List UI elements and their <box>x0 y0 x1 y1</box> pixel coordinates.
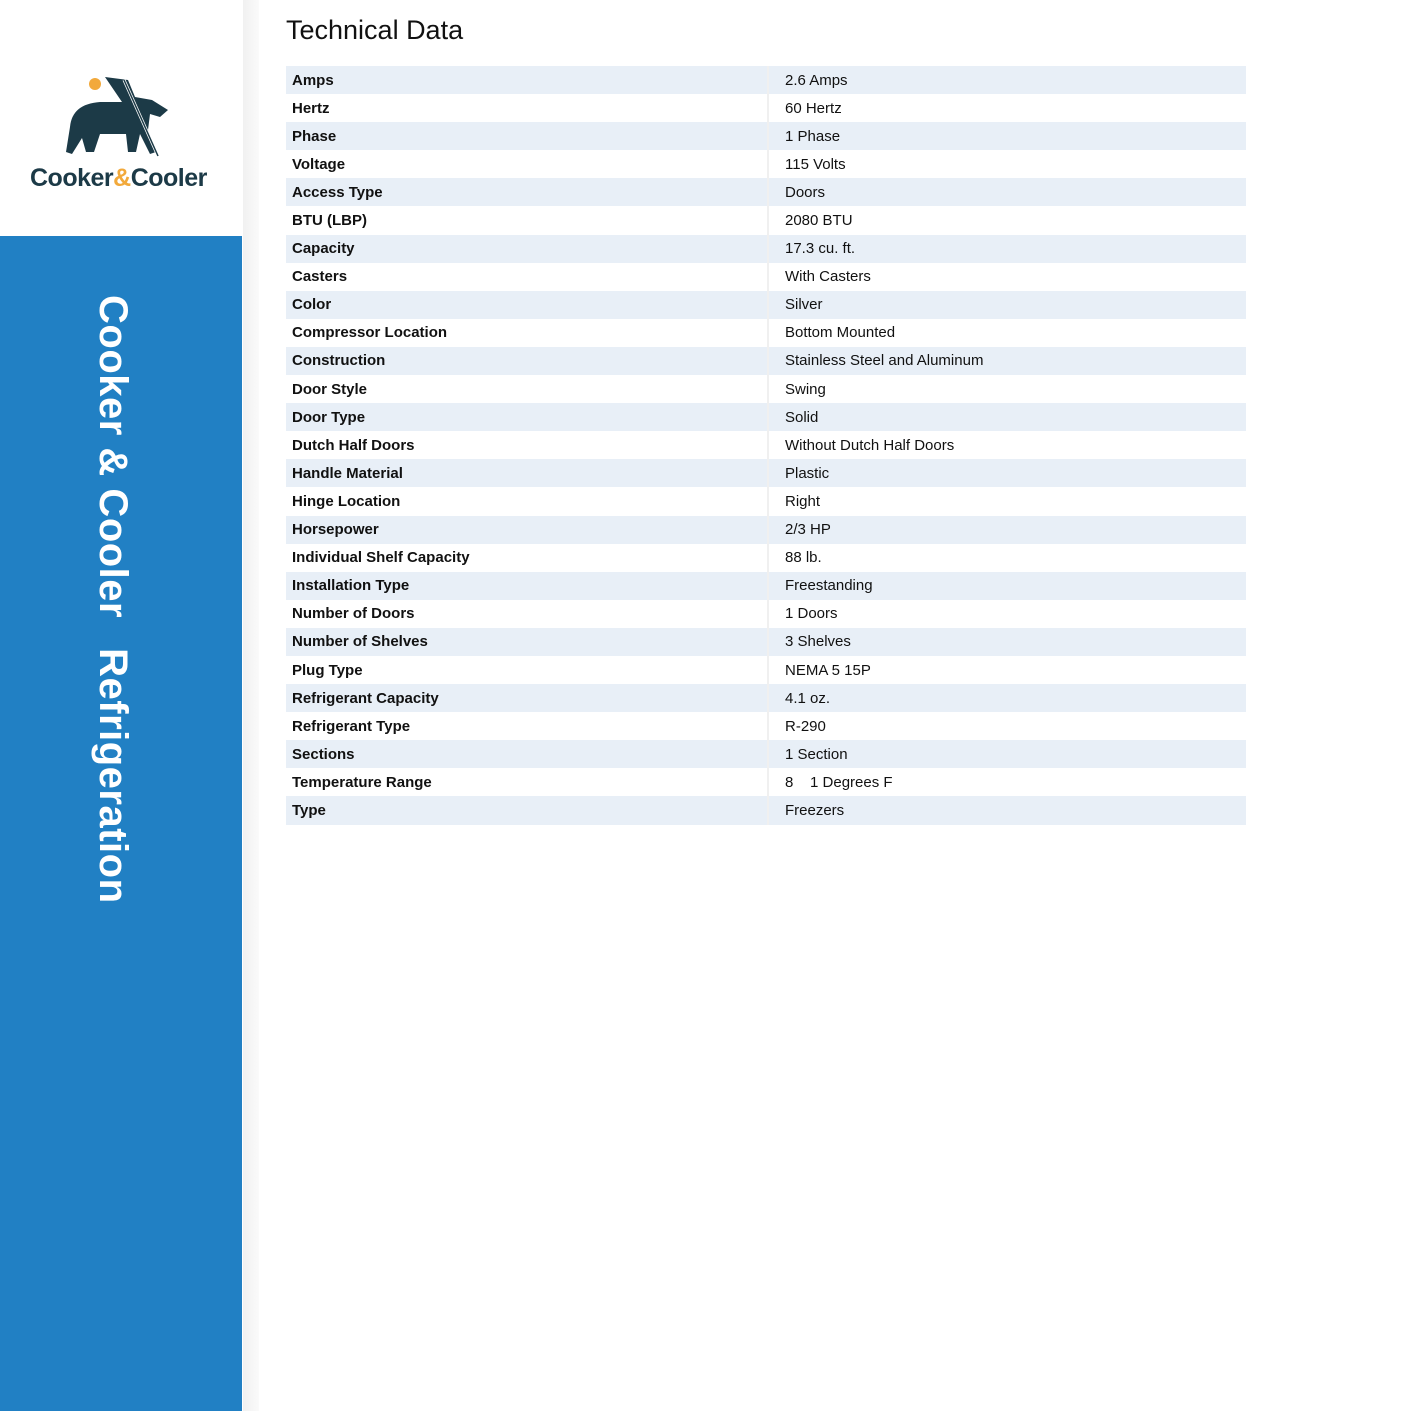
table-row: Phase 1 Phase <box>286 122 1246 151</box>
spec-label: Door Style <box>292 380 368 398</box>
spec-value: Plastic <box>767 459 1246 488</box>
spec-label: Phase <box>286 122 768 151</box>
table-row: Refrigerant Type R-290 <box>286 712 1246 741</box>
spec-value: With Casters <box>767 262 1246 291</box>
spec-label: Refrigerant Capacity <box>286 684 768 713</box>
spec-label: Plug Type <box>292 661 363 679</box>
spec-value: 2/3 HP <box>767 515 1246 544</box>
spec-label: Hertz <box>292 99 330 117</box>
spec-value: 4.1 oz. <box>767 684 1246 713</box>
brand-amp: & <box>113 164 131 192</box>
spec-label: Color <box>286 290 768 319</box>
spec-value: 2080 BTU <box>767 206 1246 235</box>
table-row: Horsepower 2/3 HP <box>286 515 1246 544</box>
table-row: Access Type Doors <box>286 178 1246 207</box>
spec-label: Compressor Location <box>292 324 448 342</box>
spec-label: Sections <box>286 740 768 769</box>
table-row: Installation Type Freestanding <box>286 571 1246 600</box>
bear-logo-icon <box>66 77 168 157</box>
spec-label: Hinge Location <box>292 492 401 510</box>
spec-label: Capacity <box>286 234 768 263</box>
table-row: Amps 2.6 Amps <box>286 66 1246 95</box>
spec-value: Freestanding <box>767 571 1246 600</box>
logo-area: Cooker&Cooler <box>0 0 242 236</box>
spec-label: Temperature Range <box>292 773 432 791</box>
table-row: Color Silver <box>286 290 1246 319</box>
spec-value: NEMA 5 15P <box>767 655 1246 685</box>
spec-value: Freezers <box>767 796 1246 825</box>
spec-label: Door Type <box>286 403 768 432</box>
spec-label: BTU (LBP) <box>292 212 367 230</box>
spec-value: Right <box>767 487 1246 516</box>
spec-label: Construction <box>286 346 768 376</box>
table-row: Handle Material Plastic <box>286 459 1246 488</box>
table-row: Hinge Location Right <box>286 487 1246 516</box>
table-row: Refrigerant Capacity 4.1 oz. <box>286 684 1246 713</box>
spec-label: Voltage <box>292 155 346 173</box>
table-row: Casters With Casters <box>286 262 1246 291</box>
spec-value: Without Dutch Half Doors <box>767 431 1246 460</box>
table-row: Dutch Half Doors Without Dutch Half Doors <box>286 431 1246 460</box>
table-row: Number of Doors 1 Doors <box>286 599 1246 628</box>
spec-label: Horsepower <box>286 515 768 544</box>
spec-label: Individual Shelf Capacity <box>292 549 470 567</box>
spec-value: Solid <box>767 403 1246 432</box>
sidebar <box>0 236 242 1411</box>
spec-label: Number of Doors <box>292 605 415 623</box>
spec-label: Casters <box>292 268 348 286</box>
sidebar-brand-text: Cooker & Cooler <box>91 295 135 619</box>
spec-label: Dutch Half Doors <box>292 436 415 454</box>
brand-wordmark: Cooker&Cooler <box>30 164 207 193</box>
spec-label: Type <box>286 796 768 825</box>
technical-data-table: Amps 2.6 Amps Hertz 60 Hertz Phase 1 Phase Vol… <box>286 66 1246 825</box>
sidebar-category-text: Refrigeration <box>91 648 135 904</box>
spec-value: 88 lb. <box>767 543 1246 572</box>
spec-label: Handle Material <box>286 459 768 488</box>
table-row: Sections 1 Section <box>286 740 1246 769</box>
page-title: Technical Data <box>286 15 464 45</box>
spec-label: Number of Shelves <box>286 627 768 656</box>
spec-value: Silver <box>767 290 1246 319</box>
table-row: Temperature Range 8 1 Degrees F <box>286 768 1246 797</box>
spec-value: 8 1 Degrees F <box>767 768 1246 797</box>
table-row: Capacity 17.3 cu. ft. <box>286 234 1246 263</box>
page-gutter <box>243 0 259 1411</box>
spec-value: 2.6 Amps <box>767 66 1246 95</box>
spec-label: Refrigerant Type <box>292 717 411 735</box>
spec-value: 1 Section <box>767 740 1246 769</box>
table-row: Hertz 60 Hertz <box>286 94 1246 123</box>
table-row: Door Type Solid <box>286 403 1246 432</box>
spec-label: Amps <box>286 66 768 95</box>
spec-value: 1 Phase <box>767 122 1246 151</box>
brand-part1: Cooker <box>30 164 114 192</box>
table-row: Individual Shelf Capacity 88 lb. <box>286 543 1246 572</box>
spec-label: Installation Type <box>286 571 768 600</box>
table-row: Number of Shelves 3 Shelves <box>286 627 1246 656</box>
spec-label: Access Type <box>286 178 768 207</box>
spec-value: Swing <box>767 375 1246 404</box>
table-row: Type Freezers <box>286 796 1246 825</box>
spec-value: 1 Doors <box>767 599 1246 628</box>
table-row: Voltage 115 Volts <box>286 150 1246 179</box>
table-row: Door Style Swing <box>286 375 1246 404</box>
sidebar-vertical-text: Cooker & Cooler Refrigeration <box>90 295 135 934</box>
table-row: Compressor Location Bottom Mounted <box>286 318 1246 347</box>
spec-value: R-290 <box>767 712 1246 741</box>
spec-value: Doors <box>767 178 1246 207</box>
spec-value: 3 Shelves <box>767 627 1246 656</box>
spec-value: Stainless Steel and Aluminum <box>767 346 1246 376</box>
table-row: Construction Stainless Steel and Aluminum <box>286 346 1246 376</box>
spec-value: 17.3 cu. ft. <box>767 234 1246 263</box>
spec-value: 115 Volts <box>767 150 1246 179</box>
table-row: Plug Type NEMA 5 15P <box>286 655 1246 685</box>
spec-value: 60 Hertz <box>767 94 1246 123</box>
table-row: BTU (LBP) 2080 BTU <box>286 206 1246 235</box>
spec-value: Bottom Mounted <box>767 318 1246 347</box>
brand-part2: Cooler <box>130 164 208 192</box>
